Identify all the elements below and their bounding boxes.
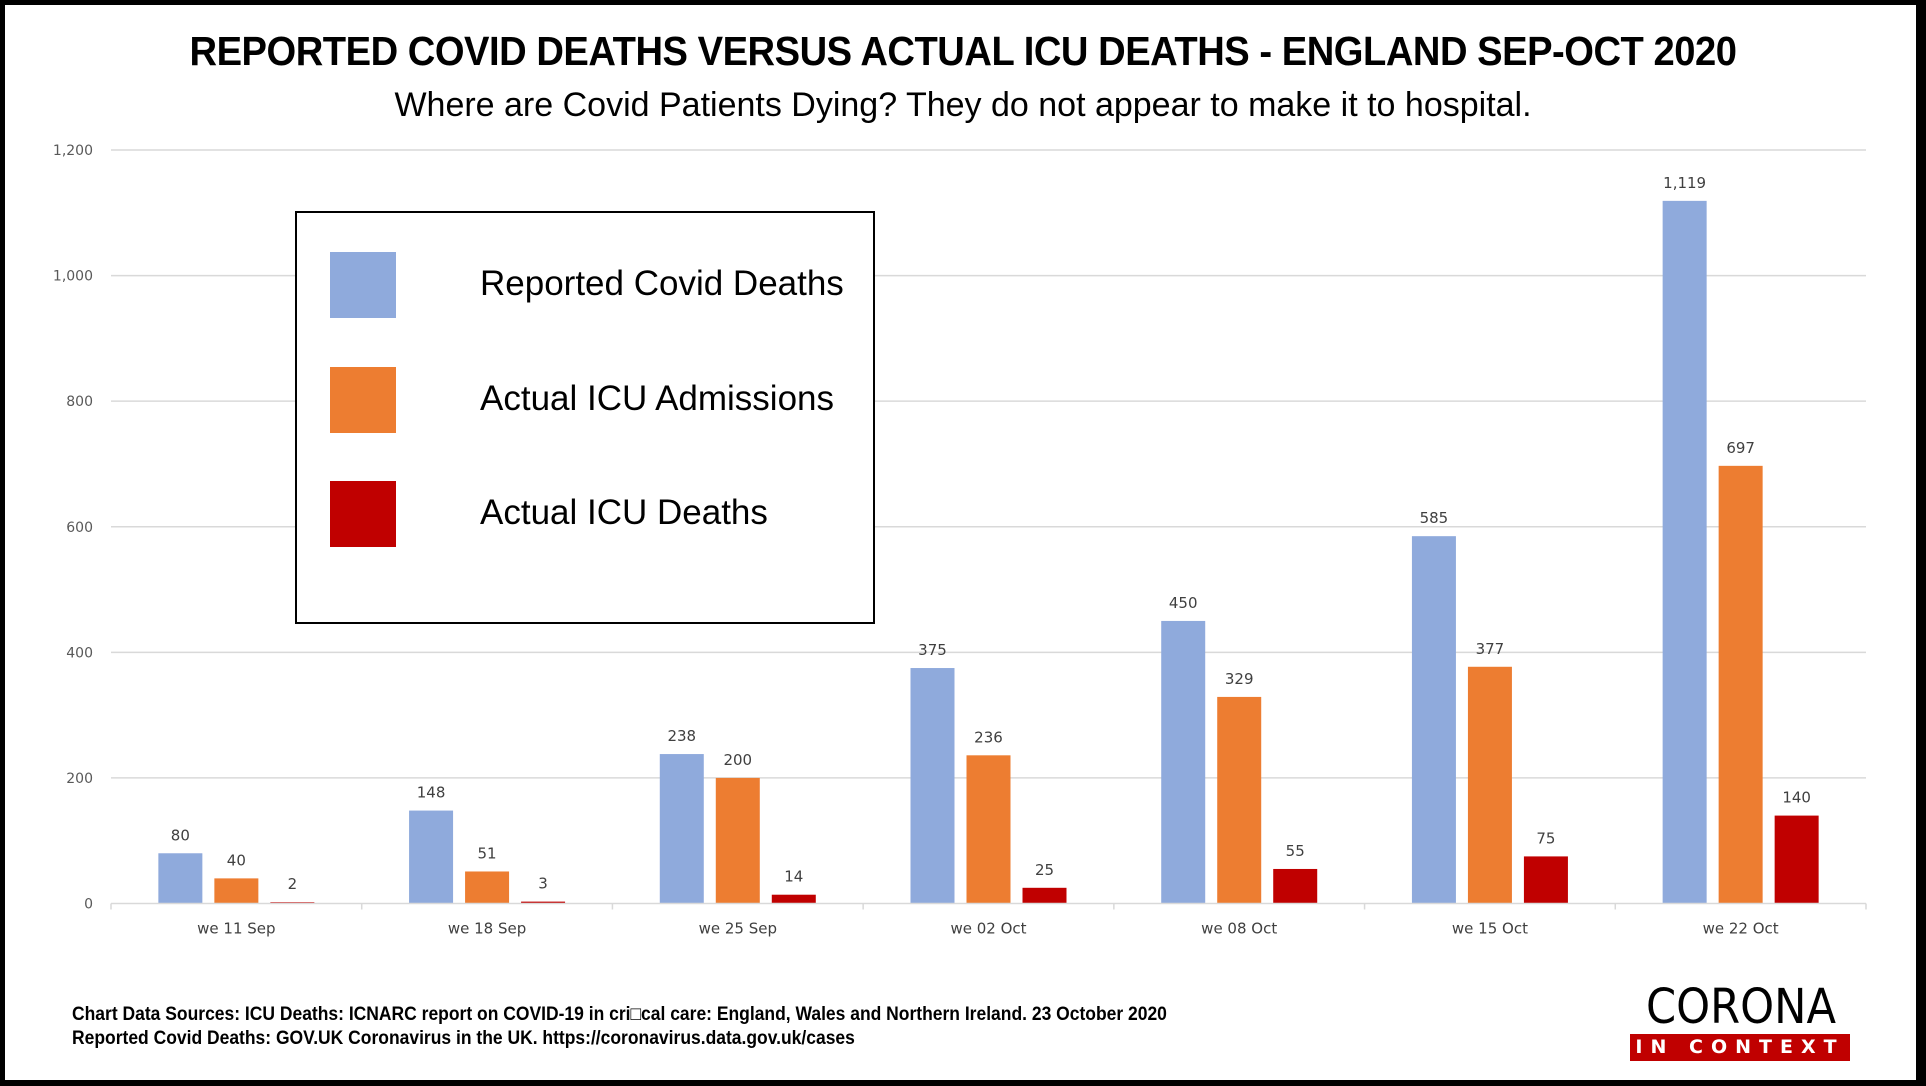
data-label: 55	[1286, 842, 1305, 860]
data-label: 148	[417, 784, 446, 802]
legend-swatch-icu-admissions	[330, 367, 396, 433]
data-label: 40	[227, 851, 246, 869]
data-label: 236	[974, 728, 1003, 746]
chart-subtitle: Where are Covid Patients Dying? They do …	[394, 86, 1532, 124]
corona-in-context-logo: CORONA IN CONTEXT	[1630, 982, 1852, 1061]
bar	[659, 754, 704, 904]
x-axis: we 11 Sep we 18 Sep we 25 Sep we 02 Oct we 0…	[110, 902, 1867, 938]
bar	[771, 894, 816, 904]
bar	[966, 755, 1011, 904]
data-sources-footer: Chart Data Sources: ICU Deaths: ICNARC r…	[72, 1003, 1167, 1051]
y-tick-label: 800	[66, 394, 93, 410]
x-tick-label: we 08 Oct	[1201, 920, 1277, 938]
y-tick-label: 1,200	[53, 143, 93, 159]
y-axis: 0 200 400 600 800 1,000 1,200	[53, 143, 93, 913]
y-tick-label: 200	[66, 771, 93, 787]
data-label: 697	[1726, 439, 1755, 457]
bar	[910, 668, 955, 904]
legend-swatch-reported-deaths	[330, 252, 396, 318]
legend-item-icu-deaths: Actual ICU Deaths	[330, 481, 850, 547]
x-tick-label: we 11 Sep	[197, 920, 275, 938]
footer-line-icu-source: Chart Data Sources: ICU Deaths: ICNARC r…	[72, 1004, 1167, 1025]
legend-label: Actual ICU Admissions	[480, 379, 835, 418]
bar	[1411, 536, 1456, 904]
bar	[1022, 887, 1067, 904]
x-tick-label: we 15 Oct	[1452, 920, 1528, 938]
data-label: 2	[288, 875, 298, 893]
legend-item-reported-deaths: Reported Covid Deaths	[330, 252, 850, 318]
y-tick-label: 0	[84, 897, 93, 913]
x-tick-label: we 25 Sep	[699, 920, 777, 938]
legend-label: Reported Covid Deaths	[480, 264, 844, 303]
data-label: 25	[1035, 861, 1054, 879]
chart-title: REPORTED COVID DEATHS VERSUS ACTUAL ICU …	[189, 28, 1737, 74]
data-label: 200	[723, 751, 752, 769]
bar	[465, 871, 510, 904]
data-label: 238	[667, 727, 696, 745]
data-label: 51	[478, 844, 497, 862]
x-tick-label: we 02 Oct	[950, 920, 1026, 938]
data-label: 375	[918, 641, 947, 659]
y-tick-label: 1,000	[53, 269, 93, 285]
bar	[1774, 815, 1819, 904]
data-label: 450	[1169, 594, 1198, 612]
chart-legend: Reported Covid Deaths Actual ICU Admissi…	[295, 211, 875, 624]
bar	[1161, 620, 1206, 904]
bar	[715, 777, 760, 904]
x-tick-label: we 18 Sep	[448, 920, 526, 938]
data-label: 585	[1420, 509, 1449, 527]
logo-main-text: CORONA	[1645, 979, 1837, 1035]
data-label: 140	[1782, 789, 1811, 807]
data-label: 377	[1476, 640, 1505, 658]
data-label: 75	[1536, 829, 1555, 847]
y-tick-label: 400	[66, 645, 93, 661]
bar	[214, 878, 259, 904]
bar	[1662, 200, 1707, 904]
bars	[158, 200, 1819, 904]
y-tick-label: 600	[66, 520, 93, 536]
data-labels: 80 40 2 148 51 3 238 200 14 375 236 25 450 329 55 585 37…	[171, 174, 1811, 893]
x-tick-label: we 22 Oct	[1703, 920, 1779, 938]
bar	[1217, 696, 1262, 904]
data-label: 80	[171, 826, 190, 844]
legend-label: Actual ICU Deaths	[480, 493, 768, 532]
bar	[409, 810, 454, 904]
bar	[521, 901, 566, 904]
logo-sub-bar: IN CONTEXT	[1630, 1034, 1850, 1061]
legend-swatch-icu-deaths	[330, 481, 396, 547]
bar	[1718, 465, 1763, 904]
data-label: 329	[1225, 670, 1254, 688]
bar	[1273, 868, 1318, 904]
footer-line-reported-source: Reported Covid Deaths: GOV.UK Coronaviru…	[72, 1028, 855, 1049]
bar	[158, 853, 203, 904]
data-label: 14	[784, 868, 803, 886]
bar	[1523, 856, 1568, 904]
legend-item-icu-admissions: Actual ICU Admissions	[330, 367, 850, 433]
bar	[1467, 666, 1512, 904]
data-label: 3	[538, 875, 548, 893]
data-label: 1,119	[1663, 174, 1706, 192]
